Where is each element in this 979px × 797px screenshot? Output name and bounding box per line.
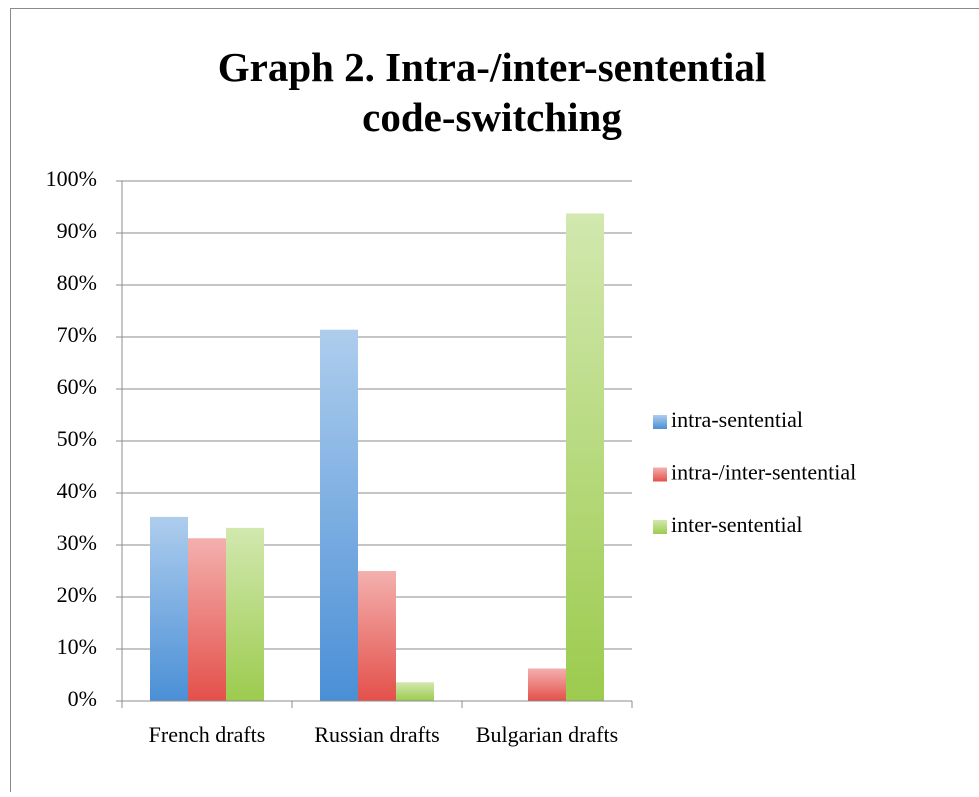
x-tick-label: French drafts xyxy=(149,722,266,747)
bar xyxy=(226,528,264,701)
legend-swatch xyxy=(653,520,667,534)
legend-swatch xyxy=(653,415,667,429)
bar xyxy=(396,682,434,701)
x-tick-label: Russian drafts xyxy=(314,722,439,747)
bar xyxy=(566,214,604,702)
legend-swatch xyxy=(653,468,667,482)
bar xyxy=(188,538,226,701)
y-tick-label: 50% xyxy=(57,426,97,451)
y-tick-label: 60% xyxy=(57,374,97,399)
y-tick-label: 20% xyxy=(57,582,97,607)
y-tick-label: 30% xyxy=(57,530,97,555)
y-tick-label: 80% xyxy=(57,270,97,295)
y-tick-label: 10% xyxy=(57,634,97,659)
x-tick-label: Bulgarian drafts xyxy=(476,722,618,747)
y-tick-label: 0% xyxy=(68,686,97,711)
bar xyxy=(528,669,566,702)
bar xyxy=(150,517,188,701)
y-tick-label: 100% xyxy=(46,166,97,191)
legend-label: intra-/inter-sentential xyxy=(671,460,856,485)
y-tick-label: 40% xyxy=(57,478,97,503)
bar xyxy=(358,571,396,701)
bar xyxy=(320,330,358,701)
y-tick-label: 70% xyxy=(57,322,97,347)
legend-label: inter-sentential xyxy=(671,512,803,537)
legend-label: intra-sentential xyxy=(671,407,803,432)
y-tick-label: 90% xyxy=(57,218,97,243)
